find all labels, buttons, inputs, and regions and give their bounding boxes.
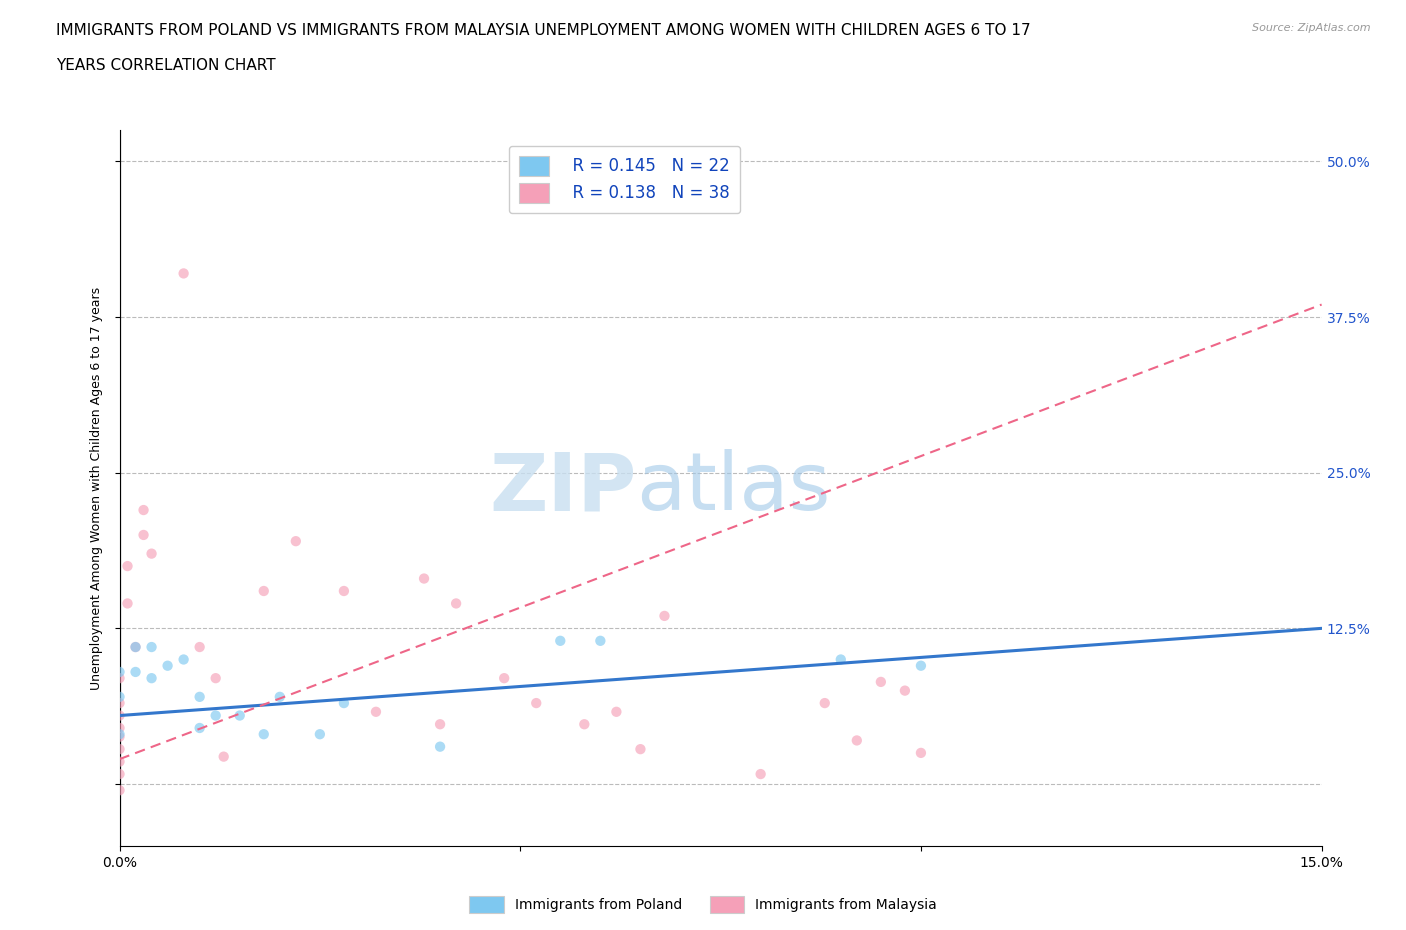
Point [910,658,932,673]
Point [108,729,131,744]
Point [444,596,467,611]
Point [108,671,131,685]
Point [269,689,291,704]
Point [814,696,837,711]
Point [894,684,917,698]
Point [333,583,356,598]
Point [108,726,131,741]
Point [494,671,516,685]
Point [284,534,307,549]
Legend:   R = 0.145   N = 22,   R = 0.138   N = 38: R = 0.145 N = 22, R = 0.138 N = 38 [509,146,740,213]
Point [124,640,146,655]
Point [108,689,131,704]
Point [869,674,893,689]
Text: Source: ZipAtlas.com: Source: ZipAtlas.com [1253,23,1371,33]
Point [204,671,226,685]
Text: YEARS CORRELATION CHART: YEARS CORRELATION CHART [56,58,276,73]
Y-axis label: Unemployment Among Women with Children Ages 6 to 17 years: Unemployment Among Women with Children A… [90,286,103,690]
Point [188,640,211,655]
Point [117,596,139,611]
Point [132,502,155,517]
Point [108,665,131,680]
Point [124,665,146,680]
Point [117,559,139,574]
Legend: Immigrants from Poland, Immigrants from Malaysia: Immigrants from Poland, Immigrants from … [463,890,943,919]
Point [550,633,572,648]
Point [108,783,131,798]
Point [364,704,387,719]
Point [654,608,676,623]
Point [429,739,451,754]
Text: atlas: atlas [637,449,831,527]
Point [228,708,252,723]
Point [749,766,772,781]
Point [253,583,276,598]
Point [605,704,627,719]
Point [524,696,547,711]
Point [108,721,131,736]
Point [413,571,436,586]
Point [173,652,195,667]
Point [141,671,163,685]
Point [574,717,596,732]
Point [108,742,131,757]
Point [845,733,868,748]
Point [124,640,146,655]
Point [309,726,332,741]
Point [141,640,163,655]
Point [156,658,179,673]
Point [141,546,163,561]
Point [630,742,652,757]
Point [108,696,131,711]
Point [253,726,276,741]
Point [188,689,211,704]
Point [132,527,155,542]
Point [830,652,852,667]
Text: ZIP: ZIP [489,449,637,527]
Point [429,717,451,732]
Point [333,696,356,711]
Text: IMMIGRANTS FROM POLAND VS IMMIGRANTS FROM MALAYSIA UNEMPLOYMENT AMONG WOMEN WITH: IMMIGRANTS FROM POLAND VS IMMIGRANTS FRO… [56,23,1031,38]
Point [204,708,226,723]
Point [212,750,235,764]
Point [108,754,131,769]
Point [108,708,131,723]
Point [188,721,211,736]
Point [173,266,195,281]
Point [910,746,932,761]
Point [108,766,131,781]
Point [589,633,612,648]
